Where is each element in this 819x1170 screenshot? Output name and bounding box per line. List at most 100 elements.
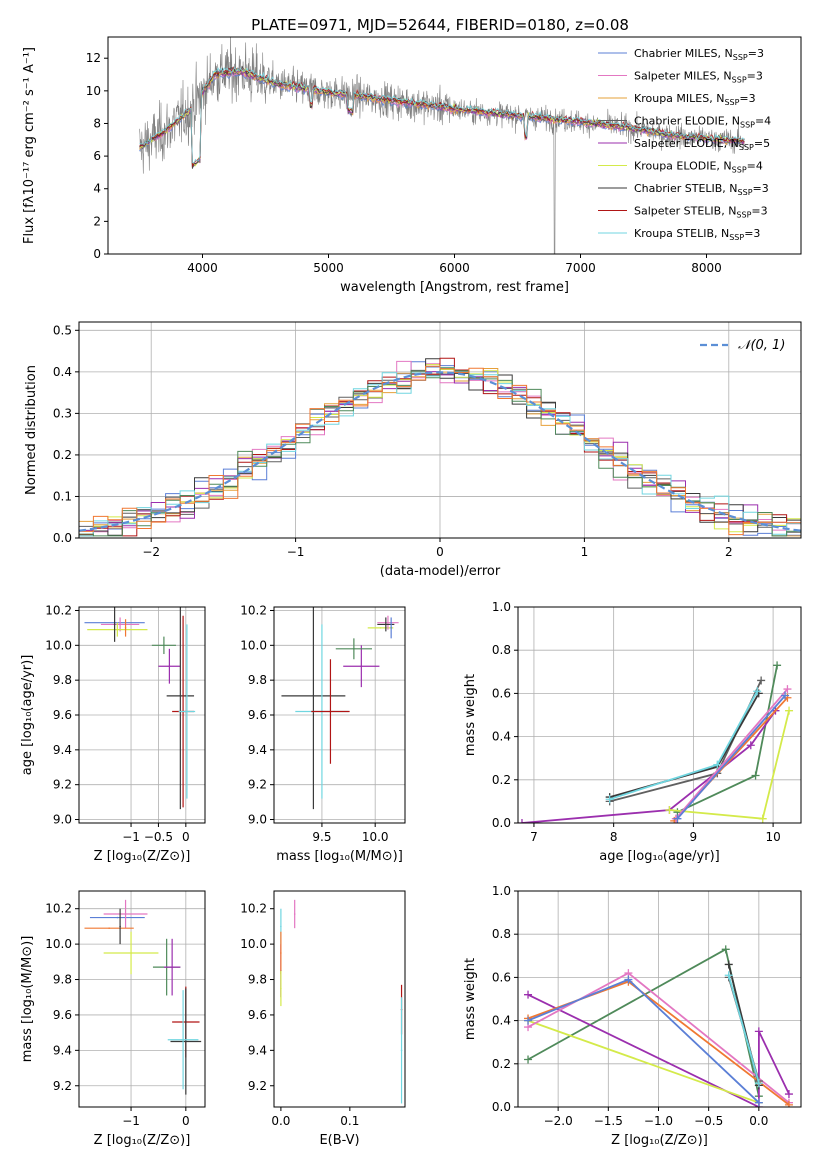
series-marker xyxy=(524,1016,533,1025)
panel-mass_vs_Z: −1 0 9.2 9.4 9.6 9.8 10.0 10.2 Z [log₁₀(Z/Z⊙)] ma… xyxy=(20,890,206,1148)
ytick-label: 0.6 xyxy=(492,970,511,984)
data-point xyxy=(353,648,355,650)
series-marker xyxy=(754,1027,763,1036)
data-point xyxy=(116,628,119,631)
series-marker xyxy=(673,814,682,823)
legend-suffix: =3 xyxy=(744,227,760,240)
ytick-label: 10.2 xyxy=(240,902,267,916)
xtick-label: −1.5 xyxy=(594,1114,623,1128)
ytick-label: 0.2 xyxy=(492,773,511,787)
ytick-label: 9.4 xyxy=(248,1043,267,1057)
ytick-label: 0.4 xyxy=(53,365,72,379)
series-marker xyxy=(713,760,722,769)
data-point xyxy=(108,927,110,929)
xtick-label: 0.1 xyxy=(340,1114,359,1128)
data-point xyxy=(280,952,282,954)
ytick-label: 9.6 xyxy=(248,708,267,722)
legend-label: Salpeter MILES, N xyxy=(634,70,732,83)
ytick-label: 0.8 xyxy=(492,643,511,657)
ytick-label: 9.2 xyxy=(248,1079,267,1093)
ytick-label: 9.2 xyxy=(248,778,267,792)
axes-frame xyxy=(273,890,406,1108)
x-axis-label: mass [log₁₀(M/M⊙)] xyxy=(276,849,403,864)
axes-frame xyxy=(78,321,802,539)
xtick-label: 0.0 xyxy=(271,1114,290,1128)
xtick-label: 6000 xyxy=(439,261,470,275)
series-marker xyxy=(781,691,790,700)
ytick-label: 9.0 xyxy=(53,813,72,827)
series-marker xyxy=(753,687,762,696)
x-axis-label: E(B-V) xyxy=(319,1133,359,1148)
ytick-label: 0.5 xyxy=(53,323,72,337)
xtick-label: −0.5 xyxy=(144,830,173,844)
series-marker xyxy=(783,685,792,694)
legend-suffix: =4 xyxy=(755,115,771,128)
xtick-label: 1 xyxy=(581,545,589,559)
legend-suffix: =4 xyxy=(747,160,763,173)
legend-suffix: =3 xyxy=(753,182,769,195)
axes-frame xyxy=(107,36,802,255)
plot-area-mass_vs_Z xyxy=(84,899,202,1095)
ytick-label: 6 xyxy=(93,149,101,163)
ytick-label: 0.2 xyxy=(492,1057,511,1071)
xtick-label: 8000 xyxy=(691,261,722,275)
ytick-label: 0.1 xyxy=(53,489,72,503)
legend-subscript: SSP xyxy=(736,211,751,220)
xtick-label: 10.0 xyxy=(362,830,389,844)
legend-subscript: SSP xyxy=(732,166,747,175)
ytick-label: 10.2 xyxy=(45,902,72,916)
legend-subscript: SSP xyxy=(729,233,744,242)
xtick-label: 8 xyxy=(610,830,618,844)
xtick-label: 5000 xyxy=(313,261,344,275)
y-axis-label: mass weight xyxy=(463,958,478,1040)
panel-spectrum: 4000 5000 6000 7000 8000 0 2 4 6 8 10 12 wavelength … xyxy=(22,36,802,295)
axes-frame xyxy=(78,606,206,824)
data-point xyxy=(163,644,165,647)
y-axis-label: Normed distribution xyxy=(24,365,39,495)
series-marker xyxy=(746,741,755,750)
ytick-label: 1.0 xyxy=(492,884,511,898)
ytick-label: 9.4 xyxy=(248,743,267,757)
ytick-label: 9.4 xyxy=(53,1043,72,1057)
ytick-label: 9.6 xyxy=(53,1008,72,1022)
xtick-label: −1 xyxy=(122,830,140,844)
data-point xyxy=(113,623,116,626)
axes-frame xyxy=(517,890,802,1108)
data-point xyxy=(130,952,132,954)
xtick-label: −2.0 xyxy=(544,1114,573,1128)
legend-subscript: SSP xyxy=(732,76,747,85)
series-marker xyxy=(754,1098,763,1107)
data-point xyxy=(124,913,127,915)
gaussian-curve xyxy=(79,371,801,532)
legend-suffix: =3 xyxy=(748,47,764,60)
series-line-kroupa_elodie xyxy=(669,710,790,820)
series-marker xyxy=(721,945,730,954)
series-line-kroupa_stelib xyxy=(727,974,760,1084)
legend-label: Chabrier STELIB, N xyxy=(634,182,738,195)
data-point xyxy=(387,621,389,624)
data-point xyxy=(360,665,363,668)
ytick-label: 1.0 xyxy=(492,600,511,614)
legend-entry: Salpeter STELIB, NSSP=3 xyxy=(634,205,768,220)
legend-subscript: SSP xyxy=(724,98,739,107)
legend-entry: Chabrier STELIB, NSSP=3 xyxy=(634,182,769,197)
model-line-kroupa_stelib xyxy=(139,66,745,164)
series-marker xyxy=(757,676,766,685)
ytick-label: 9.6 xyxy=(53,708,72,722)
legend-entry: 𝒩(0, 1) xyxy=(738,338,785,353)
panel-mass_vs_ebv: 0.0 0.1 9.2 9.4 9.6 9.8 10.0 10.2 E(B-V) xyxy=(240,890,406,1148)
ytick-label: 0.2 xyxy=(53,448,72,462)
ytick-label: 0.3 xyxy=(53,406,72,420)
data-point xyxy=(168,665,171,668)
ytick-label: 9.8 xyxy=(248,673,267,687)
legend-entry: Chabrier ELODIE, NSSP=4 xyxy=(634,115,771,130)
y-axis-label: age [log₁₀(age/yr)] xyxy=(20,655,35,776)
plot-area-age_vs_mass xyxy=(281,607,399,810)
panel-weight_vs_age: 7 8 9 10 0.0 0.2 0.4 0.6 0.8 1.0 age [log₁₀(age/yr… xyxy=(463,600,802,864)
plot-area-weight_vs_age xyxy=(518,661,794,823)
ytick-label: 9.8 xyxy=(53,973,72,987)
legend-suffix: =3 xyxy=(751,205,767,218)
xtick-label: 0 xyxy=(182,830,190,844)
series-marker xyxy=(773,661,782,670)
ytick-label: 10.0 xyxy=(240,638,267,652)
